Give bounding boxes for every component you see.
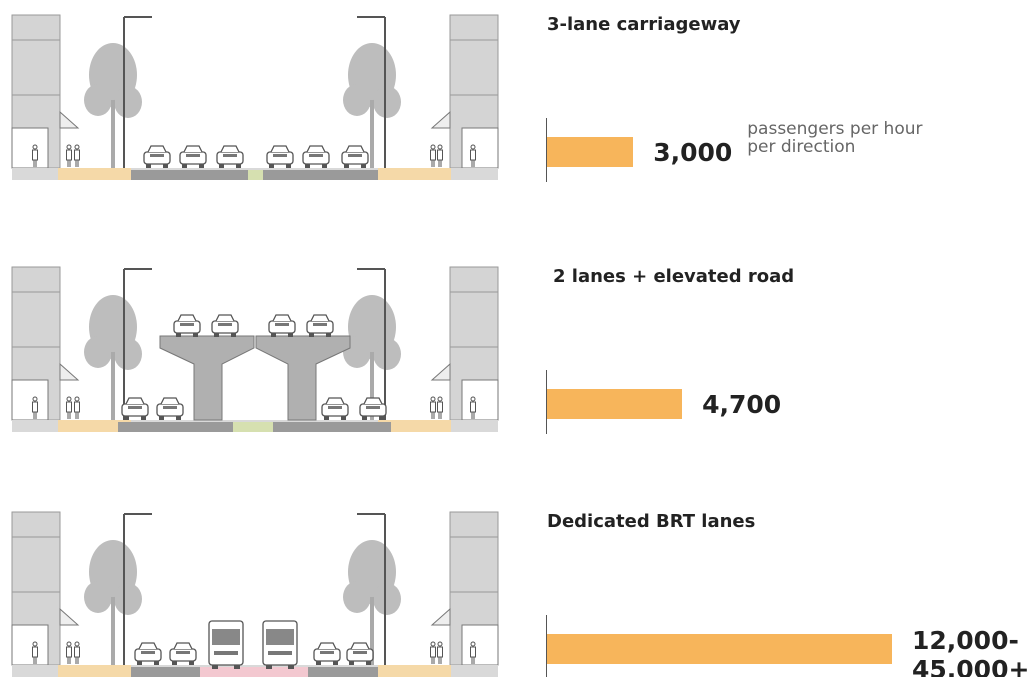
unit-annotation: passengers per hour per direction [747, 119, 923, 157]
axis-line [546, 615, 547, 677]
bar [547, 389, 683, 419]
bar [547, 137, 634, 167]
row-title: Dedicated BRT lanes [547, 511, 756, 532]
value-label: 4,700 [702, 389, 782, 419]
value-label: 12,000-45,000+ [912, 626, 1030, 677]
scene-carriageway [12, 15, 498, 180]
row-title: 2 lanes + elevated road [553, 266, 795, 287]
axis-line [546, 118, 547, 182]
row-title: 3-lane carriageway [547, 14, 741, 35]
scene-elevated [12, 267, 498, 432]
axis-line [546, 370, 547, 434]
street-illustrations [0, 0, 520, 677]
scene-brt [12, 512, 498, 677]
value-label: 3,000 [653, 137, 733, 167]
bar [547, 634, 892, 664]
